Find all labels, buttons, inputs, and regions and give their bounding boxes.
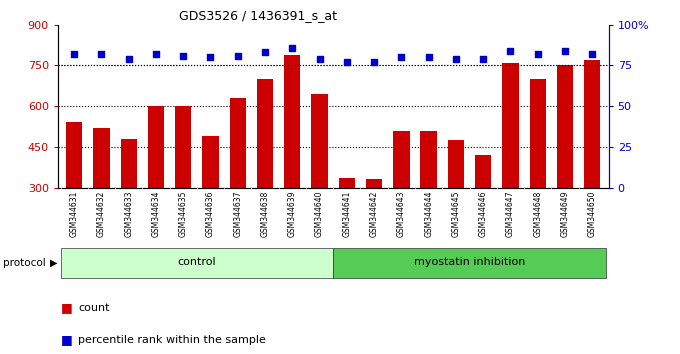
Point bbox=[560, 48, 571, 54]
Point bbox=[260, 50, 271, 55]
Bar bbox=[148, 106, 164, 188]
Point bbox=[478, 56, 489, 62]
Point bbox=[341, 59, 352, 65]
Point bbox=[233, 53, 243, 58]
Bar bbox=[203, 136, 219, 188]
Text: GSM344637: GSM344637 bbox=[233, 190, 242, 237]
Text: GSM344647: GSM344647 bbox=[506, 190, 515, 237]
Bar bbox=[333, 248, 606, 278]
Point bbox=[177, 53, 188, 58]
Text: GSM344650: GSM344650 bbox=[588, 190, 597, 237]
Point bbox=[314, 56, 325, 62]
Point bbox=[396, 55, 407, 60]
Text: GSM344638: GSM344638 bbox=[260, 190, 269, 237]
Bar bbox=[230, 98, 246, 188]
Text: percentile rank within the sample: percentile rank within the sample bbox=[78, 335, 266, 345]
Bar bbox=[557, 65, 573, 188]
Point bbox=[423, 55, 434, 60]
Text: GSM344632: GSM344632 bbox=[97, 190, 106, 237]
Point bbox=[150, 51, 161, 57]
Text: GDS3526 / 1436391_s_at: GDS3526 / 1436391_s_at bbox=[180, 9, 337, 22]
Text: GSM344639: GSM344639 bbox=[288, 190, 296, 237]
Bar bbox=[584, 60, 600, 188]
Text: GSM344640: GSM344640 bbox=[315, 190, 324, 237]
Text: GSM344642: GSM344642 bbox=[370, 190, 379, 237]
Bar bbox=[393, 131, 409, 188]
Bar bbox=[120, 139, 137, 188]
Bar bbox=[66, 122, 82, 188]
Text: GSM344644: GSM344644 bbox=[424, 190, 433, 237]
Point bbox=[450, 56, 461, 62]
Bar bbox=[284, 55, 301, 188]
Text: ■: ■ bbox=[61, 302, 73, 314]
Text: GSM344645: GSM344645 bbox=[452, 190, 460, 237]
Text: ■: ■ bbox=[61, 333, 73, 346]
Point bbox=[587, 51, 598, 57]
Bar bbox=[61, 248, 333, 278]
Bar bbox=[257, 79, 273, 188]
Bar bbox=[447, 140, 464, 188]
Text: GSM344643: GSM344643 bbox=[397, 190, 406, 237]
Point bbox=[205, 55, 216, 60]
Text: GSM344648: GSM344648 bbox=[533, 190, 542, 237]
Text: GSM344631: GSM344631 bbox=[69, 190, 79, 237]
Point bbox=[96, 51, 107, 57]
Text: ▶: ▶ bbox=[50, 258, 57, 268]
Text: GSM344641: GSM344641 bbox=[342, 190, 352, 237]
Text: count: count bbox=[78, 303, 109, 313]
Text: myostatin inhibition: myostatin inhibition bbox=[414, 257, 525, 267]
Point bbox=[123, 56, 134, 62]
Bar bbox=[420, 131, 437, 188]
Point bbox=[69, 51, 80, 57]
Bar bbox=[175, 106, 191, 188]
Bar bbox=[366, 179, 382, 188]
Bar bbox=[93, 128, 109, 188]
Text: GSM344646: GSM344646 bbox=[479, 190, 488, 237]
Point bbox=[505, 48, 516, 54]
Bar bbox=[530, 79, 546, 188]
Bar bbox=[503, 63, 519, 188]
Bar bbox=[339, 178, 355, 188]
Text: GSM344649: GSM344649 bbox=[560, 190, 569, 237]
Text: protocol: protocol bbox=[3, 258, 46, 268]
Point bbox=[287, 45, 298, 50]
Text: GSM344634: GSM344634 bbox=[152, 190, 160, 237]
Point bbox=[532, 51, 543, 57]
Bar bbox=[311, 94, 328, 188]
Text: GSM344636: GSM344636 bbox=[206, 190, 215, 237]
Text: control: control bbox=[177, 257, 216, 267]
Text: GSM344635: GSM344635 bbox=[179, 190, 188, 237]
Point bbox=[369, 59, 379, 65]
Text: GSM344633: GSM344633 bbox=[124, 190, 133, 237]
Bar bbox=[475, 155, 492, 188]
